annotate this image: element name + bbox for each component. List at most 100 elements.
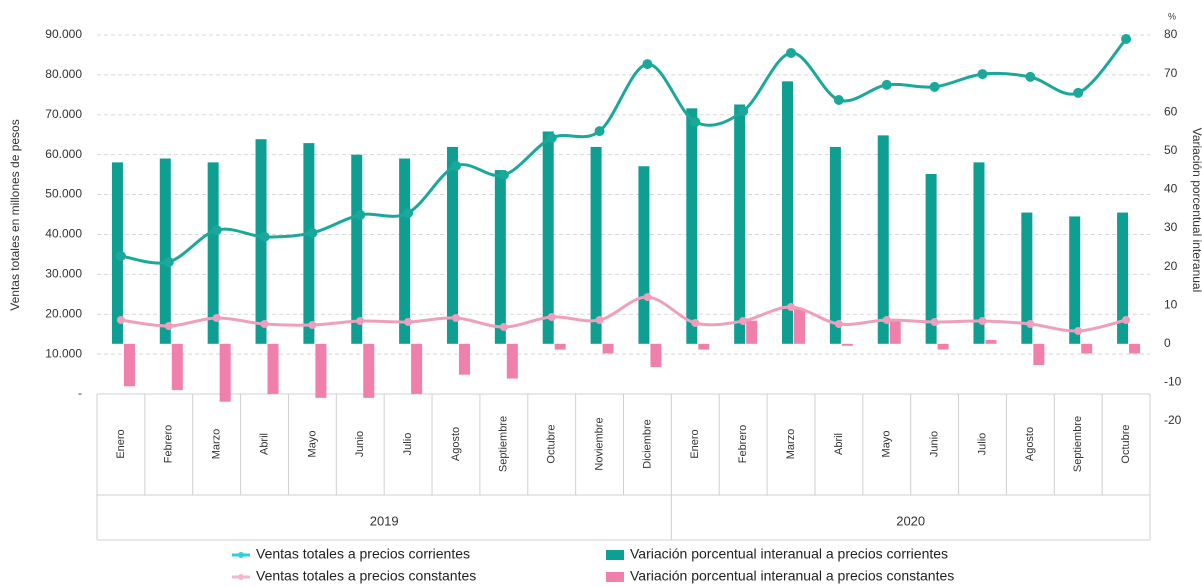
legend-swatch	[238, 574, 244, 580]
bar	[351, 154, 363, 344]
bar	[650, 343, 662, 367]
line-marker	[1025, 71, 1036, 82]
x-tick-label: Agosto	[1024, 427, 1036, 461]
line	[120, 37, 1128, 265]
bar	[411, 343, 423, 394]
line-marker	[211, 225, 222, 236]
line-marker	[1122, 316, 1131, 325]
y-tick-label: 50.000	[45, 187, 82, 201]
x-tick-label: Septiembre	[1072, 416, 1084, 472]
line-marker	[739, 317, 748, 326]
line-marker	[163, 256, 174, 267]
bar	[123, 343, 135, 387]
bar	[1081, 343, 1093, 354]
x-tick-label: Julio	[402, 433, 414, 456]
bar	[446, 146, 458, 344]
y-tick-label: 10.000	[45, 346, 82, 360]
line-marker	[164, 321, 173, 330]
bar	[638, 166, 650, 344]
line-marker	[307, 227, 318, 238]
line-marker	[1121, 33, 1132, 44]
line-marker	[977, 69, 988, 80]
y-tick-label: 90.000	[45, 27, 82, 41]
bar	[985, 339, 997, 344]
line	[120, 295, 1127, 333]
legend-label: Variación porcentual interanual a precio…	[630, 568, 954, 584]
y2-tick-label: 20	[1164, 259, 1178, 273]
bar	[937, 343, 949, 350]
bar	[602, 343, 614, 354]
y-tick-label: 40.000	[45, 227, 82, 241]
year-label: 2020	[896, 513, 925, 528]
line-marker	[978, 317, 987, 326]
y-tick-label: 70.000	[45, 107, 82, 121]
bar	[686, 108, 698, 344]
bar	[159, 158, 171, 344]
line-marker	[403, 207, 414, 218]
line-marker	[833, 95, 844, 106]
x-tick-label: Diciembre	[641, 419, 653, 469]
x-tick-label: Marzo	[785, 429, 797, 460]
line-marker	[1074, 326, 1083, 335]
bar	[698, 343, 710, 350]
x-tick-label: Agosto	[450, 427, 462, 461]
line-marker	[595, 316, 604, 325]
y-tick-label: 20.000	[45, 306, 82, 320]
line-marker	[547, 313, 556, 322]
line-marker	[882, 316, 891, 325]
line-marker	[115, 250, 126, 261]
bar	[542, 131, 554, 344]
line-marker	[404, 318, 413, 327]
line-marker	[691, 318, 700, 327]
legend-label: Variación porcentual interanual a precio…	[630, 546, 948, 562]
y-tick-label: -	[78, 386, 82, 400]
x-tick-label: Julio	[976, 433, 988, 456]
line-marker	[930, 318, 939, 327]
y2-tick-label: -10	[1164, 375, 1182, 389]
line-marker	[643, 293, 652, 302]
bar	[590, 146, 602, 344]
y2-tick-label: 0	[1164, 336, 1171, 350]
x-tick-label: Septiembre	[498, 416, 510, 472]
line-marker	[499, 322, 508, 331]
bar	[794, 309, 806, 344]
line-marker	[881, 79, 892, 90]
line-marker	[1073, 87, 1084, 98]
line-marker	[355, 209, 366, 220]
bar	[1069, 216, 1081, 344]
x-tick-label: Febrero	[163, 425, 175, 464]
bar	[506, 343, 518, 379]
bar	[925, 173, 937, 344]
legend-label: Ventas totales a precios constantes	[256, 568, 476, 584]
x-tick-label: Octubre	[1120, 424, 1132, 463]
x-tick-label: Noviembre	[593, 417, 605, 470]
bar	[877, 135, 889, 344]
y2-tick-label: 60	[1164, 104, 1178, 118]
legend-label: Ventas totales a precios corrientes	[256, 546, 470, 562]
line-marker	[834, 319, 843, 328]
y-tick-label: 80.000	[45, 67, 82, 81]
x-tick-label: Abril	[258, 433, 270, 455]
bar	[315, 343, 327, 398]
y2-unit: %	[1168, 11, 1176, 21]
x-tick-label: Enero	[115, 429, 127, 458]
line-marker	[738, 106, 749, 117]
bar	[267, 343, 279, 394]
bar	[782, 81, 794, 344]
line-marker	[690, 116, 701, 127]
bar	[363, 343, 375, 398]
bar	[554, 343, 566, 350]
line-marker	[1026, 319, 1035, 328]
line-marker	[594, 126, 605, 137]
y2-axis-label: Variación porcentual interanual	[1190, 128, 1202, 293]
y-axis-label: Ventas totales en millones de pesos	[8, 119, 22, 310]
x-tick-label: Mayo	[881, 431, 893, 458]
bar	[255, 139, 267, 344]
y2-tick-label: 80	[1164, 27, 1178, 41]
bar	[219, 343, 231, 402]
bar	[829, 146, 841, 344]
bar	[841, 343, 853, 346]
line-marker	[259, 231, 270, 242]
x-tick-label: Mayo	[306, 431, 318, 458]
